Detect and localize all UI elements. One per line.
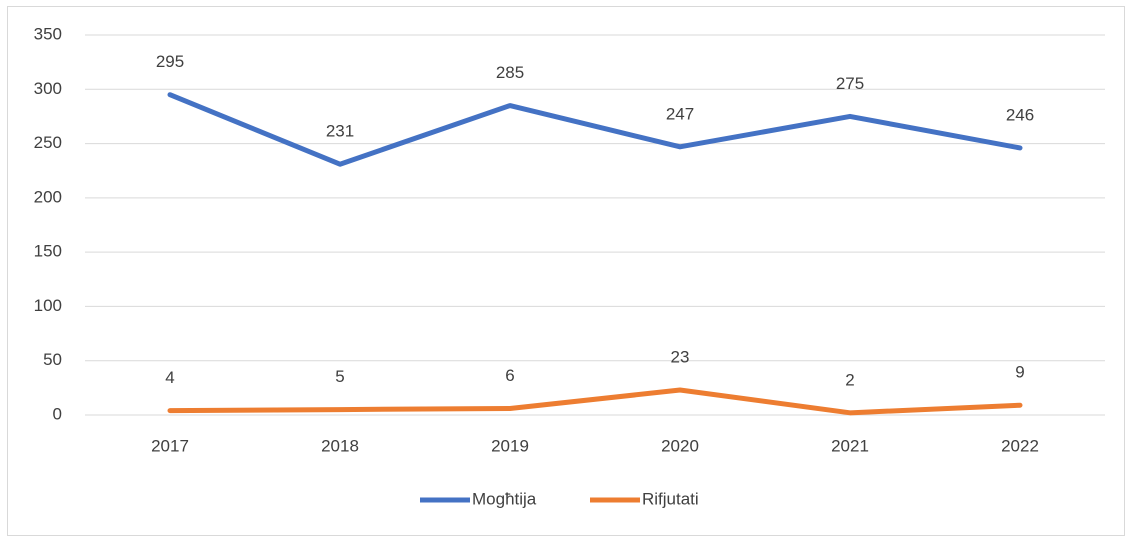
y-tick-label: 150: [34, 242, 62, 261]
y-tick-label: 300: [34, 79, 62, 98]
x-tick-label: 2021: [831, 436, 869, 455]
data-label: 246: [1006, 105, 1034, 124]
chart-border: [7, 6, 1125, 536]
data-label: 2: [845, 370, 854, 389]
data-label: 4: [165, 368, 174, 387]
x-tick-label: 2017: [151, 436, 189, 455]
data-label: 231: [326, 122, 354, 141]
y-tick-label: 200: [34, 187, 62, 206]
series-line: [167, 387, 1023, 416]
x-tick-label: 2018: [321, 436, 359, 455]
y-tick-label: 350: [34, 24, 62, 43]
x-tick-label: 2020: [661, 436, 699, 455]
data-label: 295: [156, 52, 184, 71]
x-tick-label: 2019: [491, 436, 529, 455]
x-tick-label: 2022: [1001, 436, 1039, 455]
y-tick-label: 0: [53, 404, 62, 423]
data-label: 247: [666, 104, 694, 123]
y-tick-label: 100: [34, 296, 62, 315]
legend-label: Rifjutati: [642, 489, 699, 508]
series-line: [167, 92, 1023, 167]
data-label: 6: [505, 366, 514, 385]
data-label: 9: [1015, 363, 1024, 382]
data-label: 285: [496, 63, 524, 82]
data-label: 275: [836, 74, 864, 93]
legend-label: Mogħtija: [472, 489, 537, 508]
y-tick-label: 250: [34, 133, 62, 152]
data-label: 5: [335, 367, 344, 386]
y-tick-label: 50: [43, 350, 62, 369]
data-label: 23: [671, 348, 690, 367]
